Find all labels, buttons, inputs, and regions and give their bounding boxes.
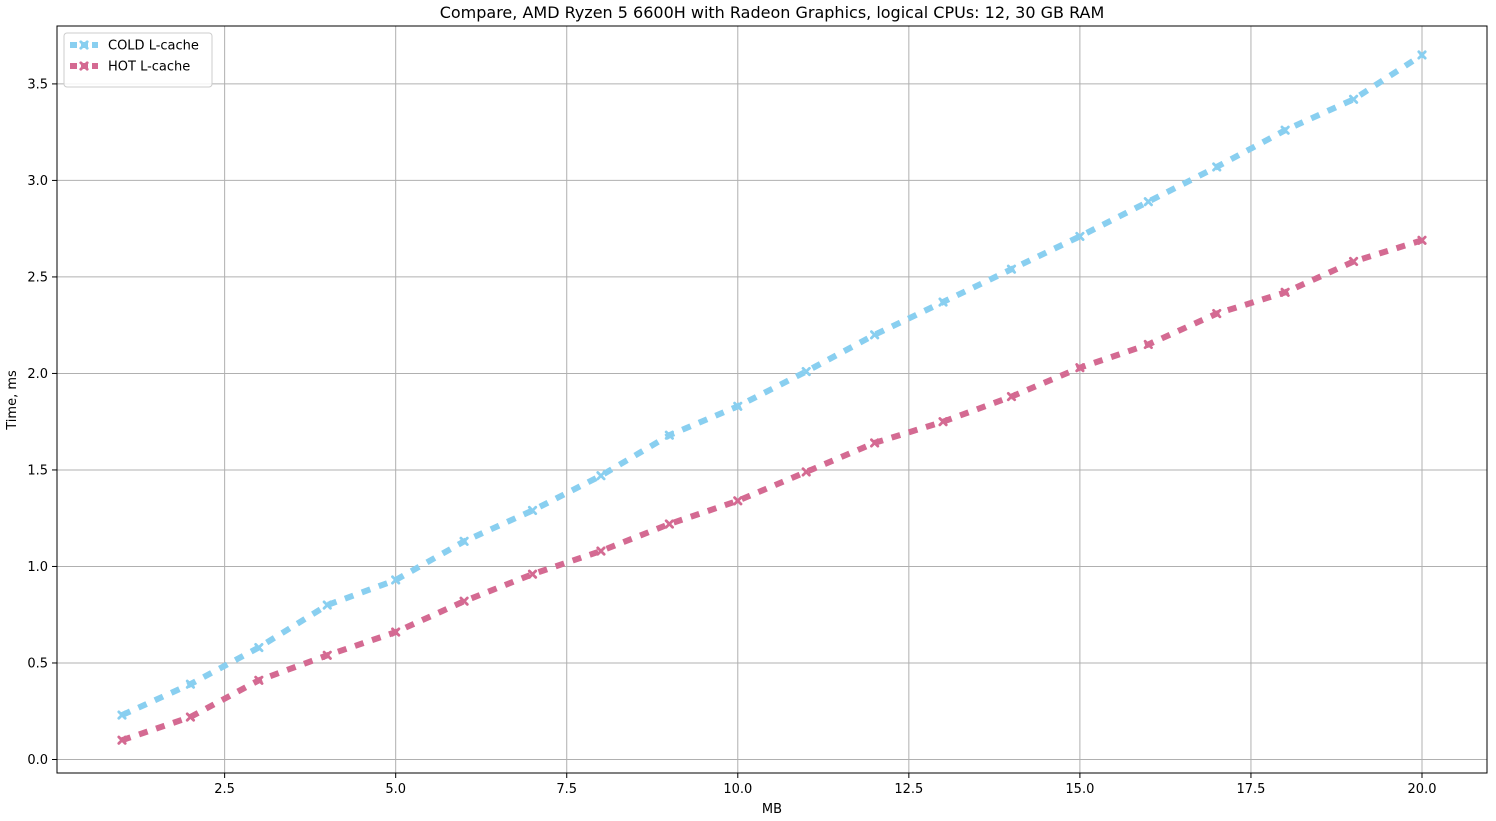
data-point bbox=[870, 438, 880, 448]
series-1 bbox=[117, 235, 1427, 745]
y-tick-label: 1.0 bbox=[27, 560, 48, 575]
data-point bbox=[1348, 256, 1359, 267]
data-point bbox=[801, 366, 811, 377]
data-point bbox=[733, 401, 743, 411]
data-point bbox=[254, 675, 264, 685]
data-point bbox=[1280, 125, 1290, 135]
data-point bbox=[1075, 231, 1085, 241]
data-point bbox=[117, 710, 127, 720]
data-point bbox=[391, 575, 401, 585]
data-point bbox=[1006, 264, 1017, 274]
data-point bbox=[459, 596, 469, 606]
y-tick-label: 0.5 bbox=[27, 656, 48, 671]
data-point bbox=[117, 735, 127, 745]
series-0 bbox=[117, 50, 1427, 720]
y-tick-label: 3.0 bbox=[27, 174, 48, 189]
legend-marker bbox=[79, 61, 89, 71]
data-point bbox=[527, 505, 538, 516]
series-line bbox=[121, 237, 1423, 744]
legend-marker bbox=[79, 40, 89, 50]
data-point bbox=[1212, 162, 1222, 172]
data-point bbox=[596, 471, 606, 481]
chart-title: Compare, AMD Ryzen 5 6600H with Radeon G… bbox=[440, 3, 1105, 22]
data-point bbox=[391, 627, 401, 637]
x-axis-label: MB bbox=[762, 802, 782, 817]
data-point bbox=[938, 297, 948, 307]
x-tick-label: 7.5 bbox=[556, 782, 577, 797]
x-tick-label: 10.0 bbox=[723, 782, 752, 797]
series-layer bbox=[117, 50, 1427, 745]
data-point bbox=[527, 569, 538, 579]
x-tick-label: 17.5 bbox=[1236, 782, 1265, 797]
data-point bbox=[801, 467, 811, 477]
legend: COLD L-cache HOT L-cache bbox=[63, 32, 213, 88]
data-point bbox=[1143, 339, 1153, 350]
x-axis: 2.5 5.0 7.5 10.0 12.5 15.0 17.5 20.0 bbox=[214, 773, 1436, 797]
data-point bbox=[185, 679, 196, 689]
data-point bbox=[870, 330, 880, 340]
data-point bbox=[938, 417, 948, 427]
legend-label: COLD L-cache bbox=[108, 39, 199, 54]
data-point bbox=[322, 600, 332, 610]
data-point bbox=[322, 650, 332, 660]
data-point bbox=[596, 546, 606, 556]
data-point bbox=[1280, 287, 1290, 297]
plot-area-frame bbox=[56, 25, 1488, 774]
x-tick-label: 2.5 bbox=[214, 782, 235, 797]
legend-item: HOT L-cache bbox=[70, 60, 190, 75]
y-tick-label: 1.5 bbox=[27, 463, 48, 478]
x-tick-label: 5.0 bbox=[385, 782, 406, 797]
x-tick-label: 12.5 bbox=[894, 782, 923, 797]
y-tick-label: 0.0 bbox=[27, 753, 48, 768]
data-point bbox=[459, 536, 469, 546]
legend-label: HOT L-cache bbox=[108, 60, 190, 75]
y-tick-label: 3.5 bbox=[27, 77, 48, 92]
grid-lines bbox=[57, 26, 1487, 773]
y-tick-label: 2.5 bbox=[27, 270, 48, 285]
legend-box bbox=[63, 32, 213, 88]
y-axis-label: Time, ms bbox=[5, 370, 20, 431]
legend-item: COLD L-cache bbox=[70, 39, 199, 54]
data-point bbox=[1417, 235, 1427, 245]
y-axis: 0.0 0.5 1.0 1.5 2.0 2.5 3.0 3.5 bbox=[27, 77, 57, 768]
y-tick-label: 2.0 bbox=[27, 367, 48, 382]
data-point bbox=[1417, 50, 1427, 60]
data-point bbox=[185, 712, 196, 722]
data-point bbox=[1006, 392, 1017, 402]
data-point bbox=[254, 642, 264, 653]
x-tick-label: 20.0 bbox=[1408, 782, 1437, 797]
data-point bbox=[1348, 94, 1359, 104]
data-point bbox=[664, 430, 674, 440]
data-point bbox=[1143, 197, 1153, 207]
data-point bbox=[733, 496, 743, 506]
data-point bbox=[1212, 309, 1222, 319]
data-point bbox=[664, 519, 674, 529]
series-line bbox=[120, 52, 1424, 718]
data-point bbox=[1075, 363, 1085, 373]
x-tick-label: 15.0 bbox=[1065, 782, 1094, 797]
